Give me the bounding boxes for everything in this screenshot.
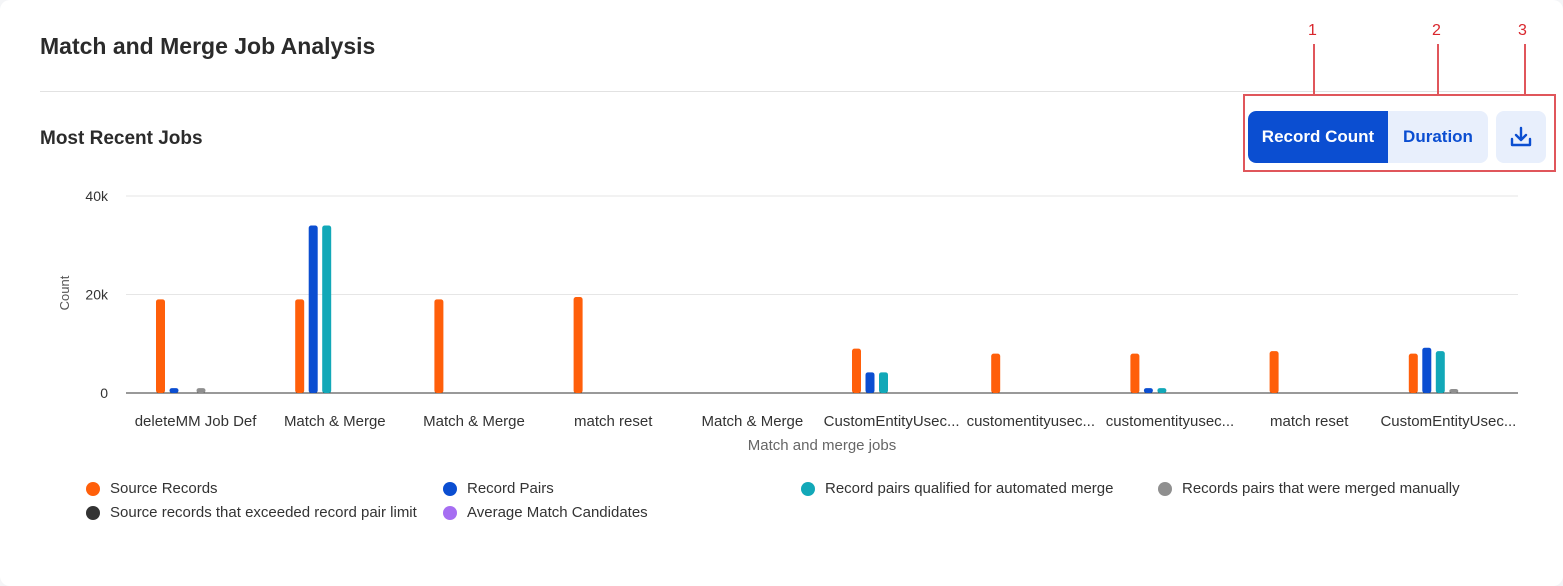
record-count-button[interactable]: Record Count xyxy=(1248,111,1388,163)
annotation-number-1: 1 xyxy=(1308,22,1317,39)
annotation-line-3 xyxy=(1524,44,1526,94)
bar xyxy=(1449,389,1459,393)
legend-item[interactable]: Record pairs qualified for automated mer… xyxy=(801,480,1114,497)
legend-label: Source Records xyxy=(110,480,218,497)
bar xyxy=(1157,388,1167,393)
x-tick-label: match reset xyxy=(574,413,653,430)
x-tick-label: customentityusec... xyxy=(1106,413,1234,430)
legend-swatch xyxy=(1158,481,1172,496)
legend-label: Source records that exceeded record pair… xyxy=(110,504,417,521)
bar xyxy=(1269,351,1279,393)
bar xyxy=(573,296,583,393)
legend-swatch xyxy=(443,505,457,520)
download-button[interactable] xyxy=(1496,111,1546,163)
bar xyxy=(322,225,332,393)
legend-swatch xyxy=(443,481,457,496)
bar xyxy=(879,372,888,393)
bar xyxy=(852,348,861,393)
legend-label: Record Pairs xyxy=(467,480,554,497)
legend-item[interactable]: Source Records xyxy=(86,480,218,497)
x-tick-label: Match & Merge xyxy=(423,413,525,430)
download-icon xyxy=(1510,126,1532,147)
bar xyxy=(1435,351,1445,393)
bar xyxy=(434,299,444,393)
bar xyxy=(1130,353,1140,393)
bar xyxy=(295,299,305,393)
y-tick-label: 40k xyxy=(85,188,109,204)
bar xyxy=(156,299,165,393)
legend-item[interactable]: Source records that exceeded record pair… xyxy=(86,504,417,521)
legend-swatch xyxy=(86,481,100,496)
x-tick-label: Match & Merge xyxy=(284,413,386,430)
annotation-number-3: 3 xyxy=(1518,22,1527,39)
y-tick-label: 0 xyxy=(100,385,108,401)
legend-item[interactable]: Records pairs that were merged manually xyxy=(1158,480,1460,497)
bar xyxy=(169,388,179,393)
x-tick-label: match reset xyxy=(1270,413,1349,430)
legend-label: Records pairs that were merged manually xyxy=(1182,480,1460,497)
x-tick-label: CustomEntityUsec... xyxy=(824,413,960,430)
x-tick-label: Match & Merge xyxy=(702,413,804,430)
bar xyxy=(308,225,318,393)
page-title: Match and Merge Job Analysis xyxy=(40,33,376,59)
annotation-line-1 xyxy=(1313,44,1315,94)
legend-swatch xyxy=(801,481,815,496)
bar xyxy=(1143,388,1153,393)
bar xyxy=(196,388,206,393)
metric-toggle: Record Count Duration xyxy=(1248,111,1488,163)
legend-label: Average Match Candidates xyxy=(467,504,648,521)
duration-button[interactable]: Duration xyxy=(1388,111,1488,163)
annotation-number-2: 2 xyxy=(1432,22,1441,39)
legend-item[interactable]: Average Match Candidates xyxy=(443,504,648,521)
x-tick-label: deleteMM Job Def xyxy=(135,413,258,430)
legend-item[interactable]: Record Pairs xyxy=(443,480,554,497)
divider xyxy=(40,91,1520,92)
legend-swatch xyxy=(86,505,100,520)
chart-subtitle: Most Recent Jobs xyxy=(40,128,203,149)
y-tick-label: 20k xyxy=(85,287,109,303)
y-axis-label: Count xyxy=(57,275,72,310)
annotation-line-2 xyxy=(1437,44,1439,94)
bar xyxy=(865,372,875,393)
bar xyxy=(1408,353,1418,393)
bar xyxy=(991,353,1001,393)
bar-chart: 0 20k 40k Count deleteMM Job Def Match & Merg… xyxy=(57,188,1518,454)
annotation-box xyxy=(1243,94,1556,172)
x-tick-label: CustomEntityUsec... xyxy=(1380,413,1516,430)
legend-label: Record pairs qualified for automated mer… xyxy=(825,480,1114,497)
bar xyxy=(1422,347,1432,393)
x-tick-label: customentityusec... xyxy=(967,413,1095,430)
x-axis-label: Match and merge jobs xyxy=(748,437,896,454)
